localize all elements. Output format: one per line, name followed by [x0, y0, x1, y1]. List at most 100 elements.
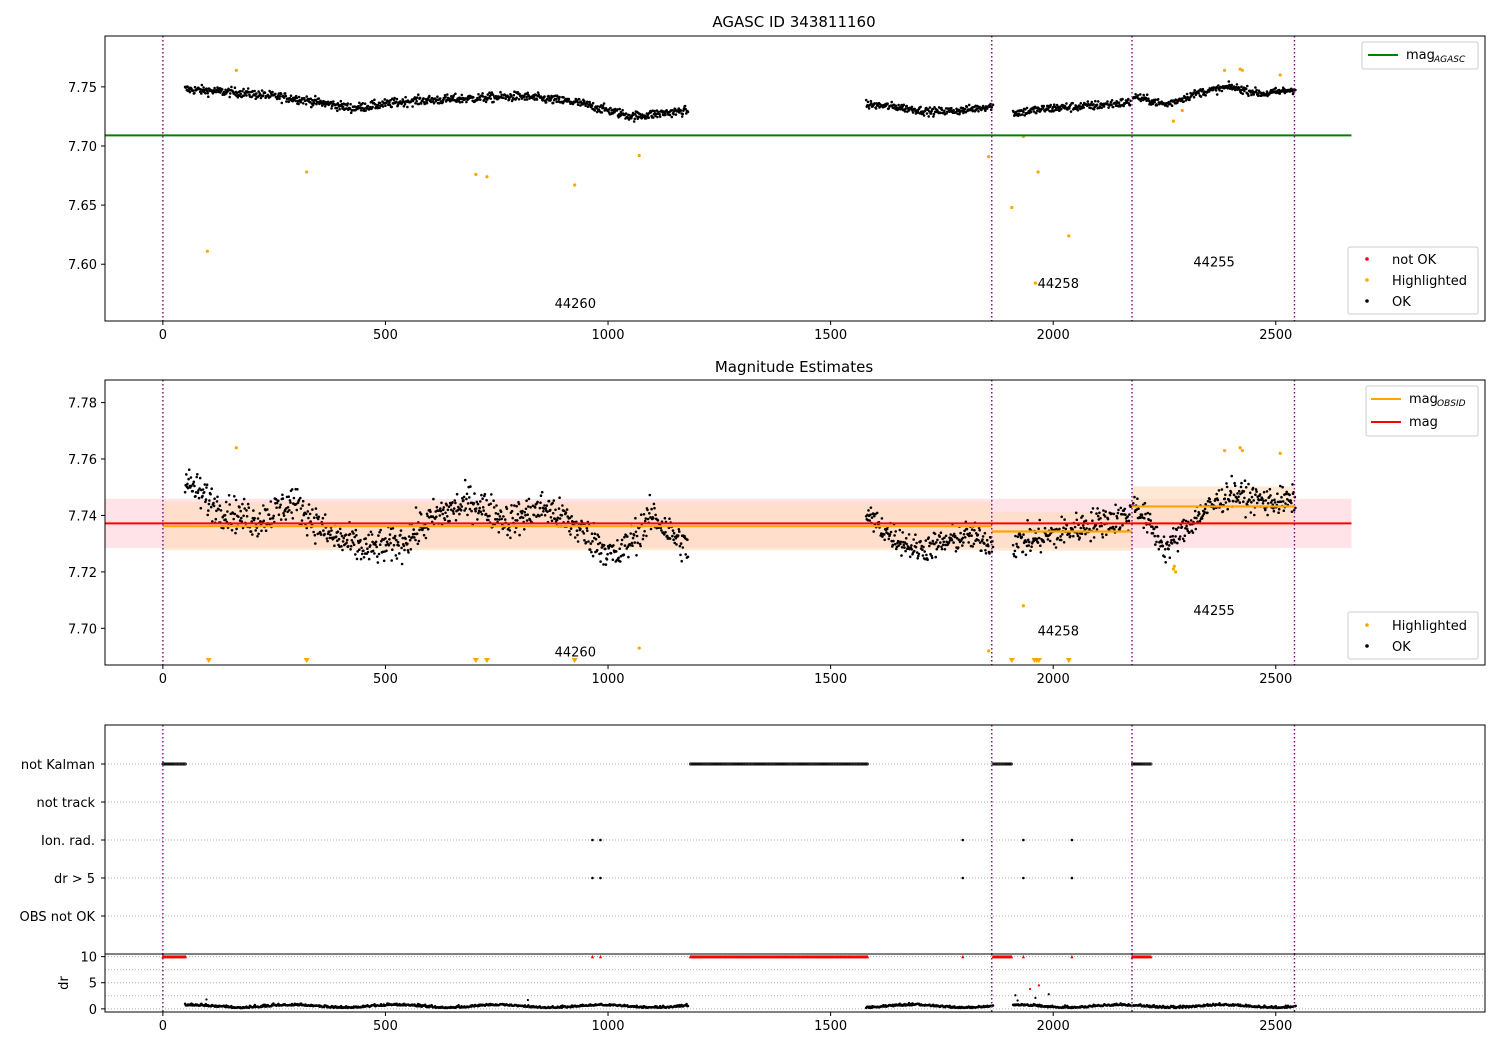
ok-point [668, 517, 671, 520]
flag-point [599, 838, 602, 842]
ok-point [1116, 516, 1119, 520]
ok-point [333, 544, 336, 547]
ok-point [1155, 104, 1159, 107]
ok-point [413, 536, 416, 539]
ok-point [1102, 105, 1106, 108]
ok-point [186, 486, 190, 490]
ok-point [936, 538, 939, 542]
ok-point [489, 97, 493, 100]
ok-point [1243, 89, 1246, 93]
ok-point [1237, 489, 1241, 493]
ok-point [1132, 502, 1135, 505]
ok-point [1209, 500, 1212, 504]
ok-point [521, 516, 525, 520]
ok-point [234, 498, 238, 502]
ok-point [245, 515, 249, 518]
ok-point [1251, 89, 1254, 92]
ok-point [389, 98, 392, 102]
ok-point [1104, 510, 1107, 513]
ok-point [290, 488, 294, 491]
ok-point [1288, 493, 1291, 497]
ok-point [894, 530, 897, 533]
ok-point [342, 536, 346, 540]
ok-point [510, 504, 513, 507]
ok-point [1024, 108, 1027, 111]
ok-point [455, 492, 459, 496]
dr-point [1047, 993, 1050, 996]
ok-point [1156, 534, 1160, 538]
ok-point [458, 512, 461, 516]
ok-point [686, 555, 690, 559]
ok-point [314, 507, 318, 510]
ok-point [466, 513, 469, 517]
ok-point [653, 506, 656, 510]
ok-point [446, 93, 449, 96]
ok-point [233, 495, 236, 498]
ok-point [484, 100, 488, 104]
ok-point [864, 98, 868, 102]
ok-point [243, 507, 246, 510]
ok-point [414, 506, 418, 509]
ok-point [607, 108, 610, 111]
ok-point [1215, 492, 1218, 496]
ok-point [902, 543, 906, 547]
ok-point [491, 93, 495, 96]
ok-point [398, 552, 401, 555]
legend-points [1347, 611, 1479, 660]
ok-point [1281, 485, 1284, 489]
ok-point [206, 91, 209, 95]
ok-point [364, 109, 368, 112]
ok-point [620, 538, 624, 542]
ok-point [1037, 536, 1041, 540]
x-tick-label: 500 [373, 328, 398, 343]
ok-point [418, 96, 422, 100]
flag-point [178, 762, 182, 766]
obsid-label: 44258 [1038, 624, 1079, 639]
ok-point [1046, 108, 1050, 111]
flag-point [174, 762, 178, 766]
ok-point [388, 101, 391, 104]
ok-point [332, 100, 335, 103]
ok-point [1249, 511, 1253, 514]
ok-point [448, 519, 451, 523]
dr-point [1016, 999, 1019, 1002]
ok-point [616, 108, 619, 111]
ok-point [928, 110, 931, 113]
ok-point [468, 507, 472, 511]
ok-point [905, 542, 908, 546]
ok-point [599, 560, 602, 563]
ok-point [1185, 524, 1188, 528]
ok-point [988, 552, 991, 555]
flag-point [165, 762, 169, 766]
ok-point [1230, 474, 1233, 478]
ok-point [529, 506, 532, 509]
ok-point [926, 558, 929, 561]
ok-point [664, 113, 667, 117]
flag-row-label: Ion. rad. [41, 834, 95, 849]
ok-point [904, 107, 907, 111]
ok-point [525, 95, 528, 99]
ok-point [371, 549, 375, 553]
flag-point [1022, 876, 1025, 880]
ok-point [1081, 524, 1085, 527]
flag-points [591, 876, 1074, 880]
ok-point [654, 513, 657, 517]
x-tick-label: 1000 [591, 328, 624, 343]
ok-point [483, 492, 487, 496]
ok-point [187, 88, 191, 92]
ok-point [564, 511, 568, 514]
off-scale-marker [205, 658, 212, 663]
ok-point [1021, 113, 1024, 116]
ok-point [679, 553, 682, 557]
ok-point [345, 538, 349, 542]
highlighted-point [474, 172, 478, 176]
ok-point [1160, 100, 1163, 103]
ok-point [961, 536, 965, 540]
ok-point [1116, 511, 1120, 515]
ok-point [444, 511, 447, 515]
ok-point [452, 512, 456, 515]
ok-point [422, 533, 426, 537]
ok-point [446, 508, 450, 512]
ok-point [226, 510, 229, 513]
ok-point [476, 502, 480, 506]
